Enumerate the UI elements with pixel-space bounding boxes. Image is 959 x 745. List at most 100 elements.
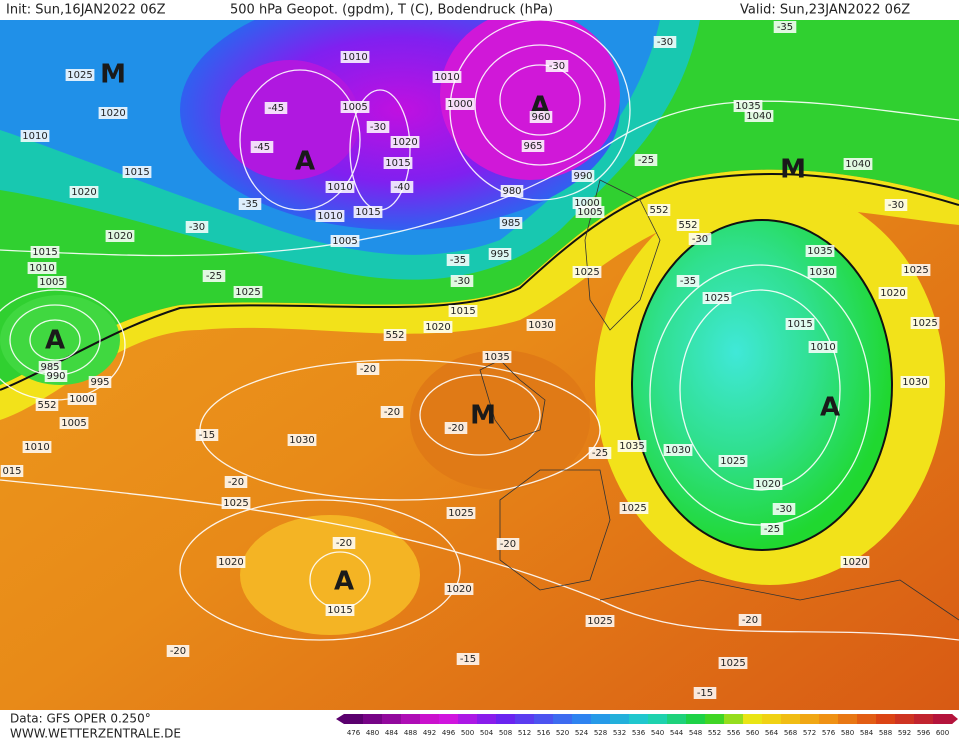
label-box <box>617 440 647 452</box>
isoline-label: 015 <box>2 466 21 477</box>
label-box <box>444 422 468 434</box>
colorbar: 476 480 484 488 492 496 500 504 508 512 516 520 524 5… <box>336 714 958 737</box>
colorbar-swatch <box>648 714 668 724</box>
pressure-center: A <box>295 147 315 177</box>
colorbar-swatch <box>629 714 649 724</box>
isoline-label: 1005 <box>39 277 64 288</box>
isoline-label: 1035 <box>807 246 832 257</box>
colorbar-swatch <box>344 714 364 724</box>
isoline-label: 1025 <box>587 616 612 627</box>
label-box <box>383 329 407 341</box>
isoline-label: 1015 <box>355 207 380 218</box>
label-box <box>572 266 602 278</box>
isoline-label: -30 <box>657 37 673 48</box>
isoline-label: 1010 <box>22 131 47 142</box>
colorbar-label: 496 <box>442 729 456 737</box>
isoline-label: 1020 <box>880 288 905 299</box>
colorbar-swatch <box>591 714 611 724</box>
isoline-label: 1015 <box>385 158 410 169</box>
label-box <box>488 248 512 260</box>
isoline-label: -45 <box>254 142 270 153</box>
isoline-label: -15 <box>697 688 713 699</box>
isoline-label: -20 <box>336 538 352 549</box>
label-box <box>575 206 605 218</box>
isoline-label: 552 <box>678 220 697 231</box>
isoline-label: 1015 <box>450 306 475 317</box>
isoline-label: -35 <box>242 199 258 210</box>
isoline-label: 1015 <box>327 605 352 616</box>
isoline-label: 980 <box>502 186 521 197</box>
colorbar-swatch <box>800 714 820 724</box>
label-box <box>98 107 128 119</box>
label-box <box>772 503 796 515</box>
label-box <box>910 317 940 329</box>
isoline-label: 985 <box>501 218 520 229</box>
label-box <box>676 219 700 231</box>
label-box <box>619 502 649 514</box>
label-box <box>264 102 288 114</box>
label-box <box>446 507 476 519</box>
label-box <box>446 254 470 266</box>
isoline-label: 1020 <box>100 108 125 119</box>
label-box <box>122 166 152 178</box>
isoline-label: 1020 <box>218 557 243 568</box>
colorbar-label: 572 <box>803 729 816 737</box>
label-box <box>585 615 615 627</box>
label-box <box>482 351 512 363</box>
label-box <box>456 653 480 665</box>
colorbar-label: 528 <box>594 729 607 737</box>
colorbar-swatch <box>724 714 744 724</box>
isoline-label: -35 <box>450 255 466 266</box>
label-box <box>444 583 474 595</box>
colorbar-swatch <box>914 714 934 724</box>
isoline-label: 1025 <box>235 287 260 298</box>
label-box <box>499 217 523 229</box>
label-box <box>900 376 930 388</box>
isoline-label: 1015 <box>32 247 57 258</box>
label-box <box>693 687 717 699</box>
isoline-label: 995 <box>90 377 109 388</box>
colorbar-label: 580 <box>841 729 854 737</box>
isoline-label: 1025 <box>903 265 928 276</box>
isoline-label: 1025 <box>720 456 745 467</box>
colorbar-label: 488 <box>404 729 417 737</box>
colorbar-swatch <box>420 714 440 724</box>
isoline-label: -35 <box>680 276 696 287</box>
isoline-label: -20 <box>384 407 400 418</box>
label-box <box>805 245 835 257</box>
isoline-label: 1005 <box>577 207 602 218</box>
label-box <box>356 363 380 375</box>
colorbar-label: 536 <box>632 729 646 737</box>
pressure-center: M <box>780 155 806 185</box>
isoline-label: -30 <box>189 222 205 233</box>
label-box <box>571 170 595 182</box>
isoline-label: 1035 <box>619 441 644 452</box>
isoline-label: -30 <box>454 276 470 287</box>
isoline-label: 1010 <box>29 263 54 274</box>
label-box <box>718 657 748 669</box>
label-box <box>773 21 797 33</box>
label-box <box>901 264 931 276</box>
colorbar-swatch <box>705 714 725 724</box>
isoline-label: 1025 <box>912 318 937 329</box>
label-box <box>166 645 190 657</box>
pressure-center: M <box>470 401 496 431</box>
label-box <box>238 198 262 210</box>
label-box <box>383 157 413 169</box>
colorbar-swatch <box>819 714 839 724</box>
colorbar-swatch <box>496 714 516 724</box>
isoline-label: 1035 <box>735 101 760 112</box>
colorbar-swatch <box>876 714 896 724</box>
colorbar-swatch <box>401 714 421 724</box>
colorbar-swatch <box>895 714 915 724</box>
website: WWW.WETTERZENTRALE.DE <box>10 727 181 741</box>
colorbar-swatch <box>363 714 383 724</box>
isoline-label: 552 <box>385 330 404 341</box>
isoline-label: 1010 <box>327 182 352 193</box>
isoline-label: 1000 <box>574 198 599 209</box>
label-box <box>676 275 700 287</box>
label-box <box>37 276 67 288</box>
label-box <box>653 36 677 48</box>
label-box <box>647 204 671 216</box>
